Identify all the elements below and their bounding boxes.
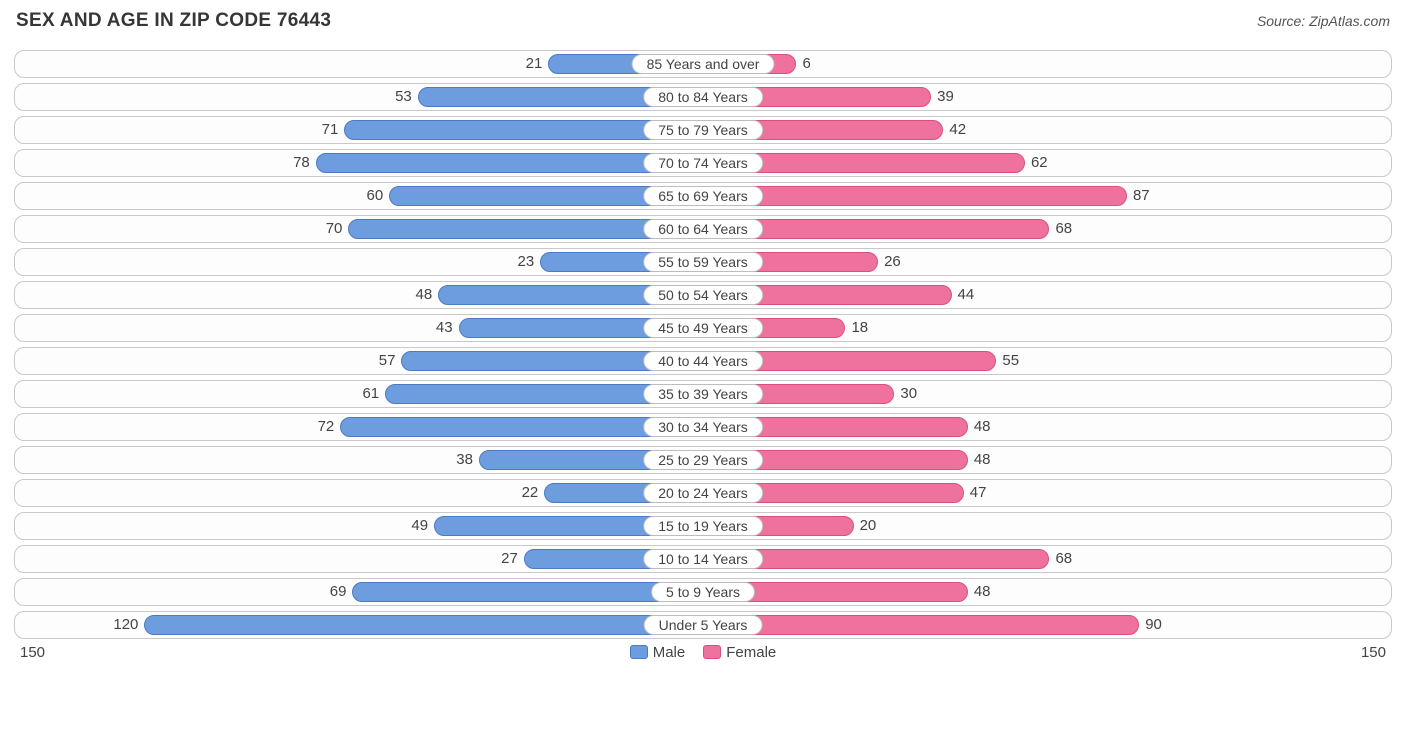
legend-male-label: Male: [653, 644, 686, 661]
axis-max-right: 150: [1361, 644, 1386, 661]
female-value: 87: [1133, 183, 1150, 211]
age-label: 60 to 64 Years: [643, 219, 763, 239]
female-value: 42: [949, 117, 966, 145]
male-value: 22: [522, 480, 539, 508]
female-value: 6: [802, 51, 810, 79]
male-value: 49: [411, 513, 428, 541]
pyramid-row: 21 6 85 Years and over: [14, 50, 1392, 78]
age-label: 80 to 84 Years: [643, 87, 763, 107]
pyramid-row: 69 48 5 to 9 Years: [14, 578, 1392, 606]
male-value: 69: [330, 579, 347, 607]
female-swatch-icon: [703, 645, 721, 659]
pyramid-row: 60 87 65 to 69 Years: [14, 182, 1392, 210]
male-value: 27: [501, 546, 518, 574]
male-value: 43: [436, 315, 453, 343]
pyramid-row: 38 48 25 to 29 Years: [14, 446, 1392, 474]
female-value: 68: [1055, 546, 1072, 574]
female-value: 48: [974, 414, 991, 442]
source-attribution: Source: ZipAtlas.com: [1257, 13, 1390, 29]
male-value: 21: [526, 51, 543, 79]
male-value: 61: [362, 381, 379, 409]
male-value: 71: [322, 117, 339, 145]
population-pyramid-chart: 21 6 85 Years and over 53 39 80 to 84 Years 71…: [14, 50, 1392, 639]
pyramid-row: 71 42 75 to 79 Years: [14, 116, 1392, 144]
pyramid-row: 72 48 30 to 34 Years: [14, 413, 1392, 441]
male-swatch-icon: [630, 645, 648, 659]
pyramid-row: 27 68 10 to 14 Years: [14, 545, 1392, 573]
age-label: 70 to 74 Years: [643, 153, 763, 173]
female-value: 47: [970, 480, 987, 508]
age-label: 5 to 9 Years: [651, 582, 755, 602]
age-label: 15 to 19 Years: [643, 516, 763, 536]
age-label: 85 Years and over: [632, 54, 775, 74]
age-label: 40 to 44 Years: [643, 351, 763, 371]
pyramid-row: 61 30 35 to 39 Years: [14, 380, 1392, 408]
female-value: 55: [1002, 348, 1019, 376]
male-value: 72: [318, 414, 335, 442]
pyramid-row: 70 68 60 to 64 Years: [14, 215, 1392, 243]
female-value: 62: [1031, 150, 1048, 178]
male-value: 57: [379, 348, 396, 376]
age-label: 25 to 29 Years: [643, 450, 763, 470]
axis-max-left: 150: [20, 644, 45, 661]
female-value: 44: [958, 282, 975, 310]
female-value: 48: [974, 447, 991, 475]
age-label: 75 to 79 Years: [643, 120, 763, 140]
legend-female: Female: [703, 644, 776, 661]
male-value: 53: [395, 84, 412, 112]
age-label: 10 to 14 Years: [643, 549, 763, 569]
pyramid-row: 23 26 55 to 59 Years: [14, 248, 1392, 276]
pyramid-row: 49 20 15 to 19 Years: [14, 512, 1392, 540]
male-value: 70: [326, 216, 343, 244]
male-value: 60: [367, 183, 384, 211]
female-value: 26: [884, 249, 901, 277]
pyramid-row: 57 55 40 to 44 Years: [14, 347, 1392, 375]
age-label: 65 to 69 Years: [643, 186, 763, 206]
age-label: 30 to 34 Years: [643, 417, 763, 437]
pyramid-row: 22 47 20 to 24 Years: [14, 479, 1392, 507]
pyramid-row: 43 18 45 to 49 Years: [14, 314, 1392, 342]
pyramid-row: 120 90 Under 5 Years: [14, 611, 1392, 639]
female-value: 39: [937, 84, 954, 112]
age-label: 20 to 24 Years: [643, 483, 763, 503]
female-value: 90: [1145, 612, 1162, 640]
male-value: 38: [456, 447, 473, 475]
header: SEX AND AGE IN ZIP CODE 76443 Source: Zi…: [14, 10, 1392, 32]
legend-male: Male: [630, 644, 686, 661]
male-value: 78: [293, 150, 310, 178]
female-bar: [703, 615, 1139, 635]
pyramid-row: 53 39 80 to 84 Years: [14, 83, 1392, 111]
female-value: 18: [851, 315, 868, 343]
page-title: SEX AND AGE IN ZIP CODE 76443: [16, 10, 331, 32]
male-value: 120: [113, 612, 138, 640]
female-value: 68: [1055, 216, 1072, 244]
male-value: 48: [415, 282, 432, 310]
age-label: 45 to 49 Years: [643, 318, 763, 338]
pyramid-row: 78 62 70 to 74 Years: [14, 149, 1392, 177]
legend-female-label: Female: [726, 644, 776, 661]
axis-row: 150 Male Female 150: [14, 644, 1392, 661]
age-label: 55 to 59 Years: [643, 252, 763, 272]
female-value: 30: [900, 381, 917, 409]
male-value: 23: [517, 249, 534, 277]
age-label: 35 to 39 Years: [643, 384, 763, 404]
female-bar: [703, 186, 1127, 206]
age-label: Under 5 Years: [644, 615, 763, 635]
male-bar: [144, 615, 703, 635]
pyramid-row: 48 44 50 to 54 Years: [14, 281, 1392, 309]
female-value: 48: [974, 579, 991, 607]
female-value: 20: [860, 513, 877, 541]
age-label: 50 to 54 Years: [643, 285, 763, 305]
legend: Male Female: [630, 644, 777, 661]
